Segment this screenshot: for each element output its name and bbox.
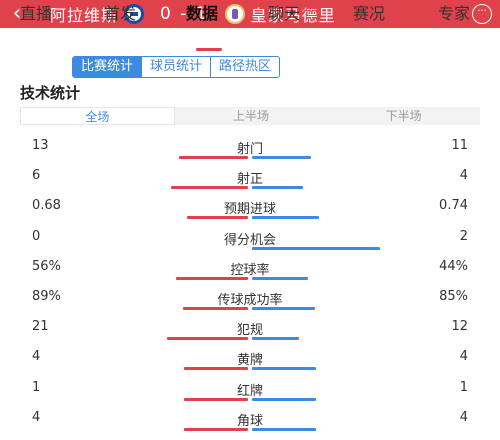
stat-row: 6 射正 4 <box>0 168 500 198</box>
stat-away-bar <box>252 186 304 190</box>
stat-home-value: 56% <box>32 258 61 274</box>
stat-home-value: 4 <box>32 349 41 365</box>
stat-label: 预期进球 <box>223 202 276 218</box>
stat-home-value: 4 <box>32 409 41 425</box>
back-icon[interactable]: ‹ <box>12 1 22 26</box>
stat-label: 黄牌 <box>236 353 263 369</box>
stat-label: 犯规 <box>236 323 263 339</box>
stat-away-bar <box>252 246 380 250</box>
stat-away-value: 44% <box>439 258 468 274</box>
stat-away-value: 12 <box>451 319 468 335</box>
stat-home-value: 89% <box>32 289 61 304</box>
stat-row: 0.68 预期进球 0.74 <box>0 198 500 228</box>
stat-away-bar <box>252 156 311 159</box>
home-team-name[interactable]: 阿拉维斯 <box>50 6 119 25</box>
stat-away-bar <box>252 216 319 220</box>
stat-away-value: 0.74 <box>439 198 468 214</box>
stat-home-bar <box>166 337 248 341</box>
tab-chat[interactable]: 聊天7.4k <box>268 0 318 24</box>
stat-home-value: 0.68 <box>32 198 61 214</box>
stat-row: 13 射门 11 <box>0 138 500 168</box>
away-team-name[interactable]: 皇家马德里 <box>250 6 336 25</box>
chat-count-badge: 7.4k <box>301 5 319 15</box>
segment-heatmap[interactable]: 路径热区 <box>210 57 279 77</box>
stat-row: 56% 控球率 44% <box>0 259 500 289</box>
stat-label: 传球成功率 <box>217 293 283 308</box>
stat-home-value: 1 <box>32 379 41 395</box>
stat-home-bar <box>176 276 248 280</box>
stat-label: 得分机会 <box>223 232 276 248</box>
stat-away-value: 1 <box>459 379 468 395</box>
stat-away-value: 4 <box>459 349 468 365</box>
match-score: 0 - 1 <box>160 4 209 24</box>
stat-home-value: 6 <box>32 168 41 184</box>
stat-away-value: 85% <box>439 289 468 304</box>
segment-match-stats[interactable]: 比赛统计 <box>73 57 142 77</box>
stat-home-value: 13 <box>32 138 49 153</box>
stat-home-bar <box>186 216 248 220</box>
period-tabs: 全场 上半场 下半场 <box>20 107 480 125</box>
stat-row: 4 角球 4 <box>0 410 500 440</box>
stat-label: 射门 <box>236 142 263 157</box>
stat-home-value: 21 <box>32 319 49 335</box>
stat-away-bar <box>252 276 309 280</box>
period-tab-full[interactable]: 全场 <box>20 107 175 125</box>
tab-lineup[interactable]: 首发 <box>104 4 137 23</box>
stat-home-bar <box>184 427 248 431</box>
period-tab-second-half[interactable]: 下半场 <box>385 109 422 123</box>
stat-row: 89% 传球成功率 85% <box>0 289 500 319</box>
tab-experts[interactable]: 专家 <box>438 4 471 23</box>
stat-away-bar <box>252 337 299 341</box>
segment-player-stats[interactable]: 球员统计 <box>141 57 210 77</box>
stat-row: 1 红牌 1 <box>0 380 500 410</box>
stat-away-bar <box>252 367 316 371</box>
tab-data[interactable]: 数据 <box>186 4 219 23</box>
section-title: 技术统计 <box>20 84 81 102</box>
stat-away-value: 4 <box>459 168 468 184</box>
stat-row: 4 黄牌 4 <box>0 349 500 379</box>
stat-away-value: 11 <box>451 138 468 153</box>
stat-row: 21 犯规 12 <box>0 319 500 349</box>
stats-segment-control: 比赛统计 球员统计 路径热区 <box>72 56 281 78</box>
match-header: ‹ 阿拉维斯 0 - 1 皇家马德里 ··· <box>0 0 500 28</box>
stat-away-value: 4 <box>459 409 468 425</box>
stat-label: 红牌 <box>236 383 263 399</box>
stat-away-bar <box>252 307 315 310</box>
stat-away-bar <box>252 427 316 431</box>
period-tab-first-half[interactable]: 上半场 <box>233 109 270 123</box>
stat-home-bar <box>184 367 248 371</box>
stat-label: 角球 <box>236 413 263 429</box>
real-madrid-badge-icon <box>224 4 245 24</box>
stat-home-bar <box>184 397 248 401</box>
more-icon[interactable]: ··· <box>472 4 492 24</box>
stat-home-bar <box>182 307 248 310</box>
stat-home-bar <box>171 186 248 190</box>
stat-label: 控球率 <box>230 262 270 278</box>
tab-chat-label: 聊天 <box>268 4 301 23</box>
tab-live[interactable]: 直播 <box>20 4 53 23</box>
stat-row: 0 得分机会 2 <box>0 229 500 259</box>
stat-away-bar <box>252 397 316 401</box>
tab-events[interactable]: 赛况 <box>353 4 386 23</box>
active-tab-indicator <box>196 48 222 51</box>
stat-home-value: 0 <box>32 228 41 244</box>
stat-home-bar <box>178 156 248 159</box>
stat-label: 射正 <box>236 172 263 188</box>
alaves-badge-icon <box>124 4 145 24</box>
stat-away-value: 2 <box>459 228 468 244</box>
